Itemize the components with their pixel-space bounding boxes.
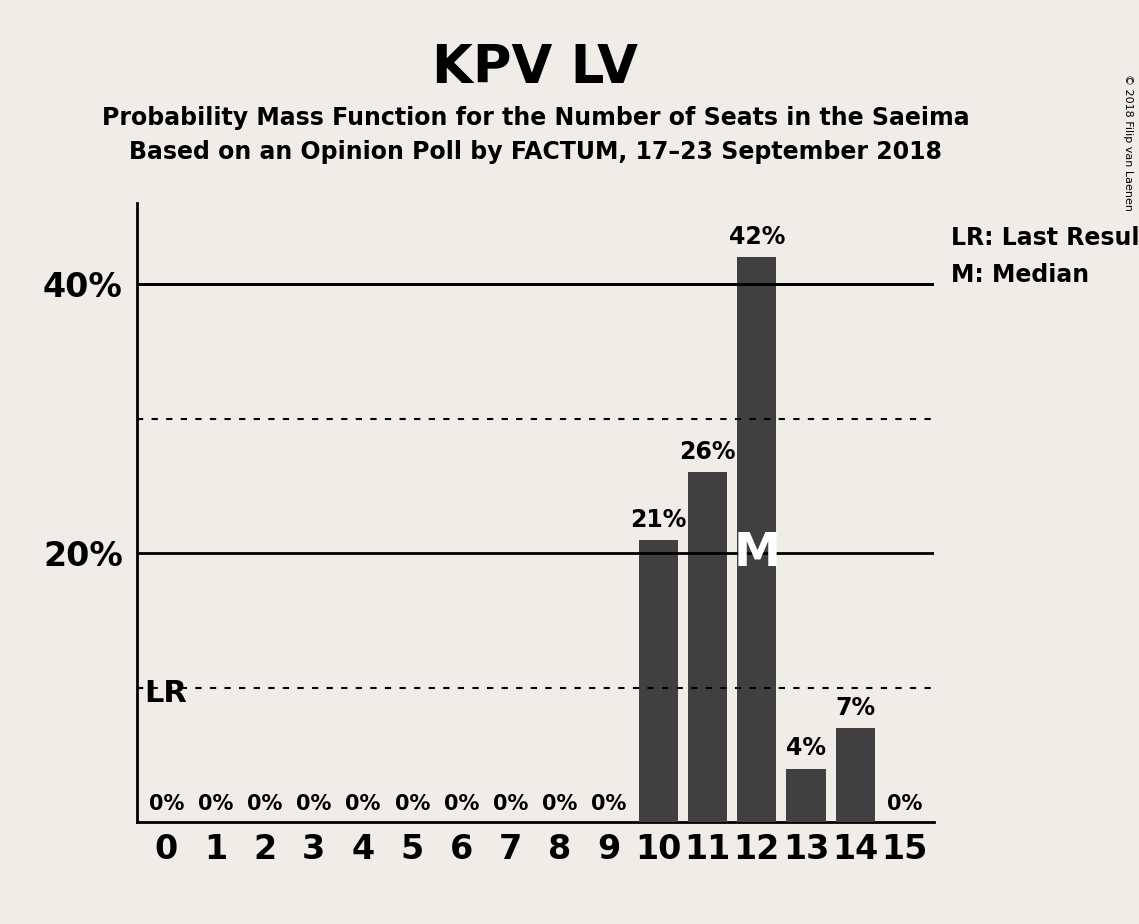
Text: 0%: 0% bbox=[345, 795, 380, 814]
Text: 0%: 0% bbox=[148, 795, 183, 814]
Text: 0%: 0% bbox=[591, 795, 626, 814]
Text: 0%: 0% bbox=[887, 795, 923, 814]
Text: 0%: 0% bbox=[493, 795, 528, 814]
Text: 0%: 0% bbox=[198, 795, 233, 814]
Text: 0%: 0% bbox=[444, 795, 480, 814]
Text: LR: Last Result: LR: Last Result bbox=[951, 226, 1139, 250]
Text: KPV LV: KPV LV bbox=[433, 42, 638, 93]
Text: 21%: 21% bbox=[630, 507, 687, 531]
Text: 0%: 0% bbox=[296, 795, 331, 814]
Text: 0%: 0% bbox=[394, 795, 431, 814]
Text: © 2018 Filip van Laenen: © 2018 Filip van Laenen bbox=[1123, 74, 1133, 211]
Bar bbox=[836, 728, 875, 822]
Text: M: M bbox=[734, 530, 780, 576]
Text: 7%: 7% bbox=[835, 696, 875, 720]
Text: 0%: 0% bbox=[247, 795, 282, 814]
Bar bbox=[639, 540, 678, 822]
Text: 42%: 42% bbox=[729, 225, 785, 249]
Text: 4%: 4% bbox=[786, 736, 826, 760]
Text: 26%: 26% bbox=[679, 441, 736, 465]
Bar bbox=[688, 472, 728, 822]
Bar bbox=[737, 257, 777, 822]
Bar bbox=[786, 769, 826, 822]
Text: LR: LR bbox=[144, 679, 187, 708]
Text: Probability Mass Function for the Number of Seats in the Saeima: Probability Mass Function for the Number… bbox=[101, 106, 969, 130]
Text: 0%: 0% bbox=[542, 795, 577, 814]
Text: M: Median: M: Median bbox=[951, 263, 1089, 287]
Text: Based on an Opinion Poll by FACTUM, 17–23 September 2018: Based on an Opinion Poll by FACTUM, 17–2… bbox=[129, 140, 942, 164]
